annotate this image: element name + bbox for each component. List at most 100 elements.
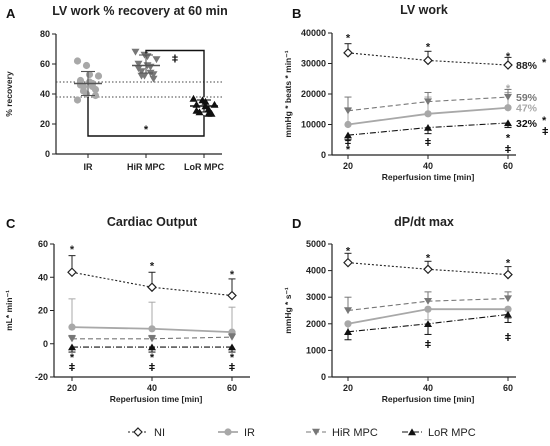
end-label: 47% <box>516 103 538 115</box>
y-axis-label: mmHg * beats * min⁻¹ <box>283 50 293 137</box>
y-tick-label: 40 <box>38 272 48 282</box>
panel-a: A LV work % recovery at 60 min 0 20 40 60 80 % … <box>4 4 228 172</box>
panel-b: B LV work 0 10000 20000 30000 40000 mmHg * beat… <box>283 3 548 182</box>
data-point <box>140 72 149 80</box>
y-tick-label: 0 <box>321 150 326 160</box>
legend-marker <box>133 427 143 437</box>
data-point <box>207 109 216 117</box>
data-point <box>504 305 512 313</box>
x-tick-label: 20 <box>343 161 353 171</box>
panel-c: C Cardiac Output -20 0 20 40 60 mL* min⁻¹ 20 40 60… <box>4 215 250 404</box>
data-point <box>344 120 352 129</box>
data-point <box>344 328 352 335</box>
data-point <box>344 320 352 328</box>
y-tick-label: 0 <box>45 149 50 159</box>
y-tick-label: 1000 <box>306 345 326 355</box>
data-point <box>152 56 161 64</box>
annotation: * <box>70 244 75 256</box>
x-tick-label: 40 <box>423 161 433 171</box>
annotation: ǂ <box>345 137 351 149</box>
end-label-text: 88% <box>516 60 538 72</box>
end-label: 88% * <box>516 57 547 72</box>
annotation: ǂ <box>505 332 511 344</box>
y-axis-label: mmHg * s⁻¹ <box>283 287 293 334</box>
chart-title: Cardiac Output <box>107 215 198 229</box>
group-hir-mpc <box>131 48 161 83</box>
y-tick-label: 0 <box>321 372 326 382</box>
y-tick-label: 20 <box>38 306 48 316</box>
y-tick-label: 4000 <box>306 266 326 276</box>
y-tick-label: 20000 <box>301 89 326 99</box>
end-label-star: ǂ <box>542 126 548 138</box>
data-point <box>134 60 143 68</box>
x-tick-label: 60 <box>227 383 237 393</box>
x-tick-label: 60 <box>503 161 513 171</box>
x-tick-label: HiR MPC <box>127 162 166 172</box>
data-point <box>504 93 512 101</box>
x-axis-label: Reperfusion time [min] <box>382 172 475 182</box>
data-point <box>423 55 433 66</box>
data-point <box>68 343 76 351</box>
y-axis-label: % recovery <box>4 71 14 117</box>
legend-label: NI <box>154 427 165 439</box>
annotation: * <box>506 51 511 63</box>
y-tick-label: 40000 <box>301 28 326 38</box>
series-ir <box>68 298 236 336</box>
series-ni <box>343 252 513 280</box>
x-tick-label: 60 <box>503 383 513 393</box>
y-tick-label: 5000 <box>306 239 326 249</box>
data-point <box>68 323 76 331</box>
data-point <box>228 343 236 351</box>
data-point <box>227 290 237 301</box>
x-tick-label: 20 <box>67 383 77 393</box>
data-point <box>82 61 91 70</box>
data-point <box>228 333 236 341</box>
significance-bracket <box>145 49 205 97</box>
panel-label: C <box>6 216 16 231</box>
legend-item-ni: NI <box>128 427 165 439</box>
annotation: * <box>70 352 75 364</box>
group-lor-mpc <box>189 94 219 117</box>
end-label: 59% <box>516 92 538 104</box>
data-point <box>73 57 82 65</box>
chart-title: dP/dt max <box>394 215 454 229</box>
data-point <box>148 335 156 343</box>
data-point <box>423 264 433 275</box>
panel-label: B <box>292 6 301 21</box>
x-tick-label: 40 <box>147 383 157 393</box>
data-point <box>67 267 77 278</box>
significance-symbol: ǂ <box>172 54 178 66</box>
data-point <box>424 123 432 131</box>
x-tick-label: 20 <box>343 383 353 393</box>
data-point <box>424 110 432 118</box>
data-point <box>424 297 432 305</box>
annotation: * <box>426 42 431 54</box>
significance-symbol: * <box>144 124 149 136</box>
end-label-text: 59% <box>516 92 538 104</box>
legend-item-ir: IR <box>218 427 255 439</box>
y-tick-label: 80 <box>40 29 50 39</box>
data-point <box>189 94 198 102</box>
data-point <box>147 282 157 293</box>
series-hir-mpc <box>344 88 512 115</box>
data-point <box>503 60 513 70</box>
x-tick-label: LoR MPC <box>184 162 224 172</box>
legend-label: IR <box>244 427 255 439</box>
data-point <box>504 119 512 127</box>
end-label-text: 32% <box>516 118 538 130</box>
y-tick-label: 3000 <box>306 292 326 302</box>
annotation: * <box>506 83 511 95</box>
legend: NI IR HiR MPC LoR MPC <box>128 427 476 439</box>
annotation: * <box>346 144 351 156</box>
chart-title: LV work % recovery at 60 min <box>52 4 228 18</box>
data-point <box>424 320 432 327</box>
legend-label: HiR MPC <box>332 427 378 439</box>
data-point <box>504 295 512 303</box>
legend-marker <box>224 428 232 436</box>
annotation: ǂ <box>505 144 511 156</box>
series-ir <box>344 305 512 335</box>
end-label-star: * <box>542 115 547 127</box>
data-point <box>504 104 512 112</box>
